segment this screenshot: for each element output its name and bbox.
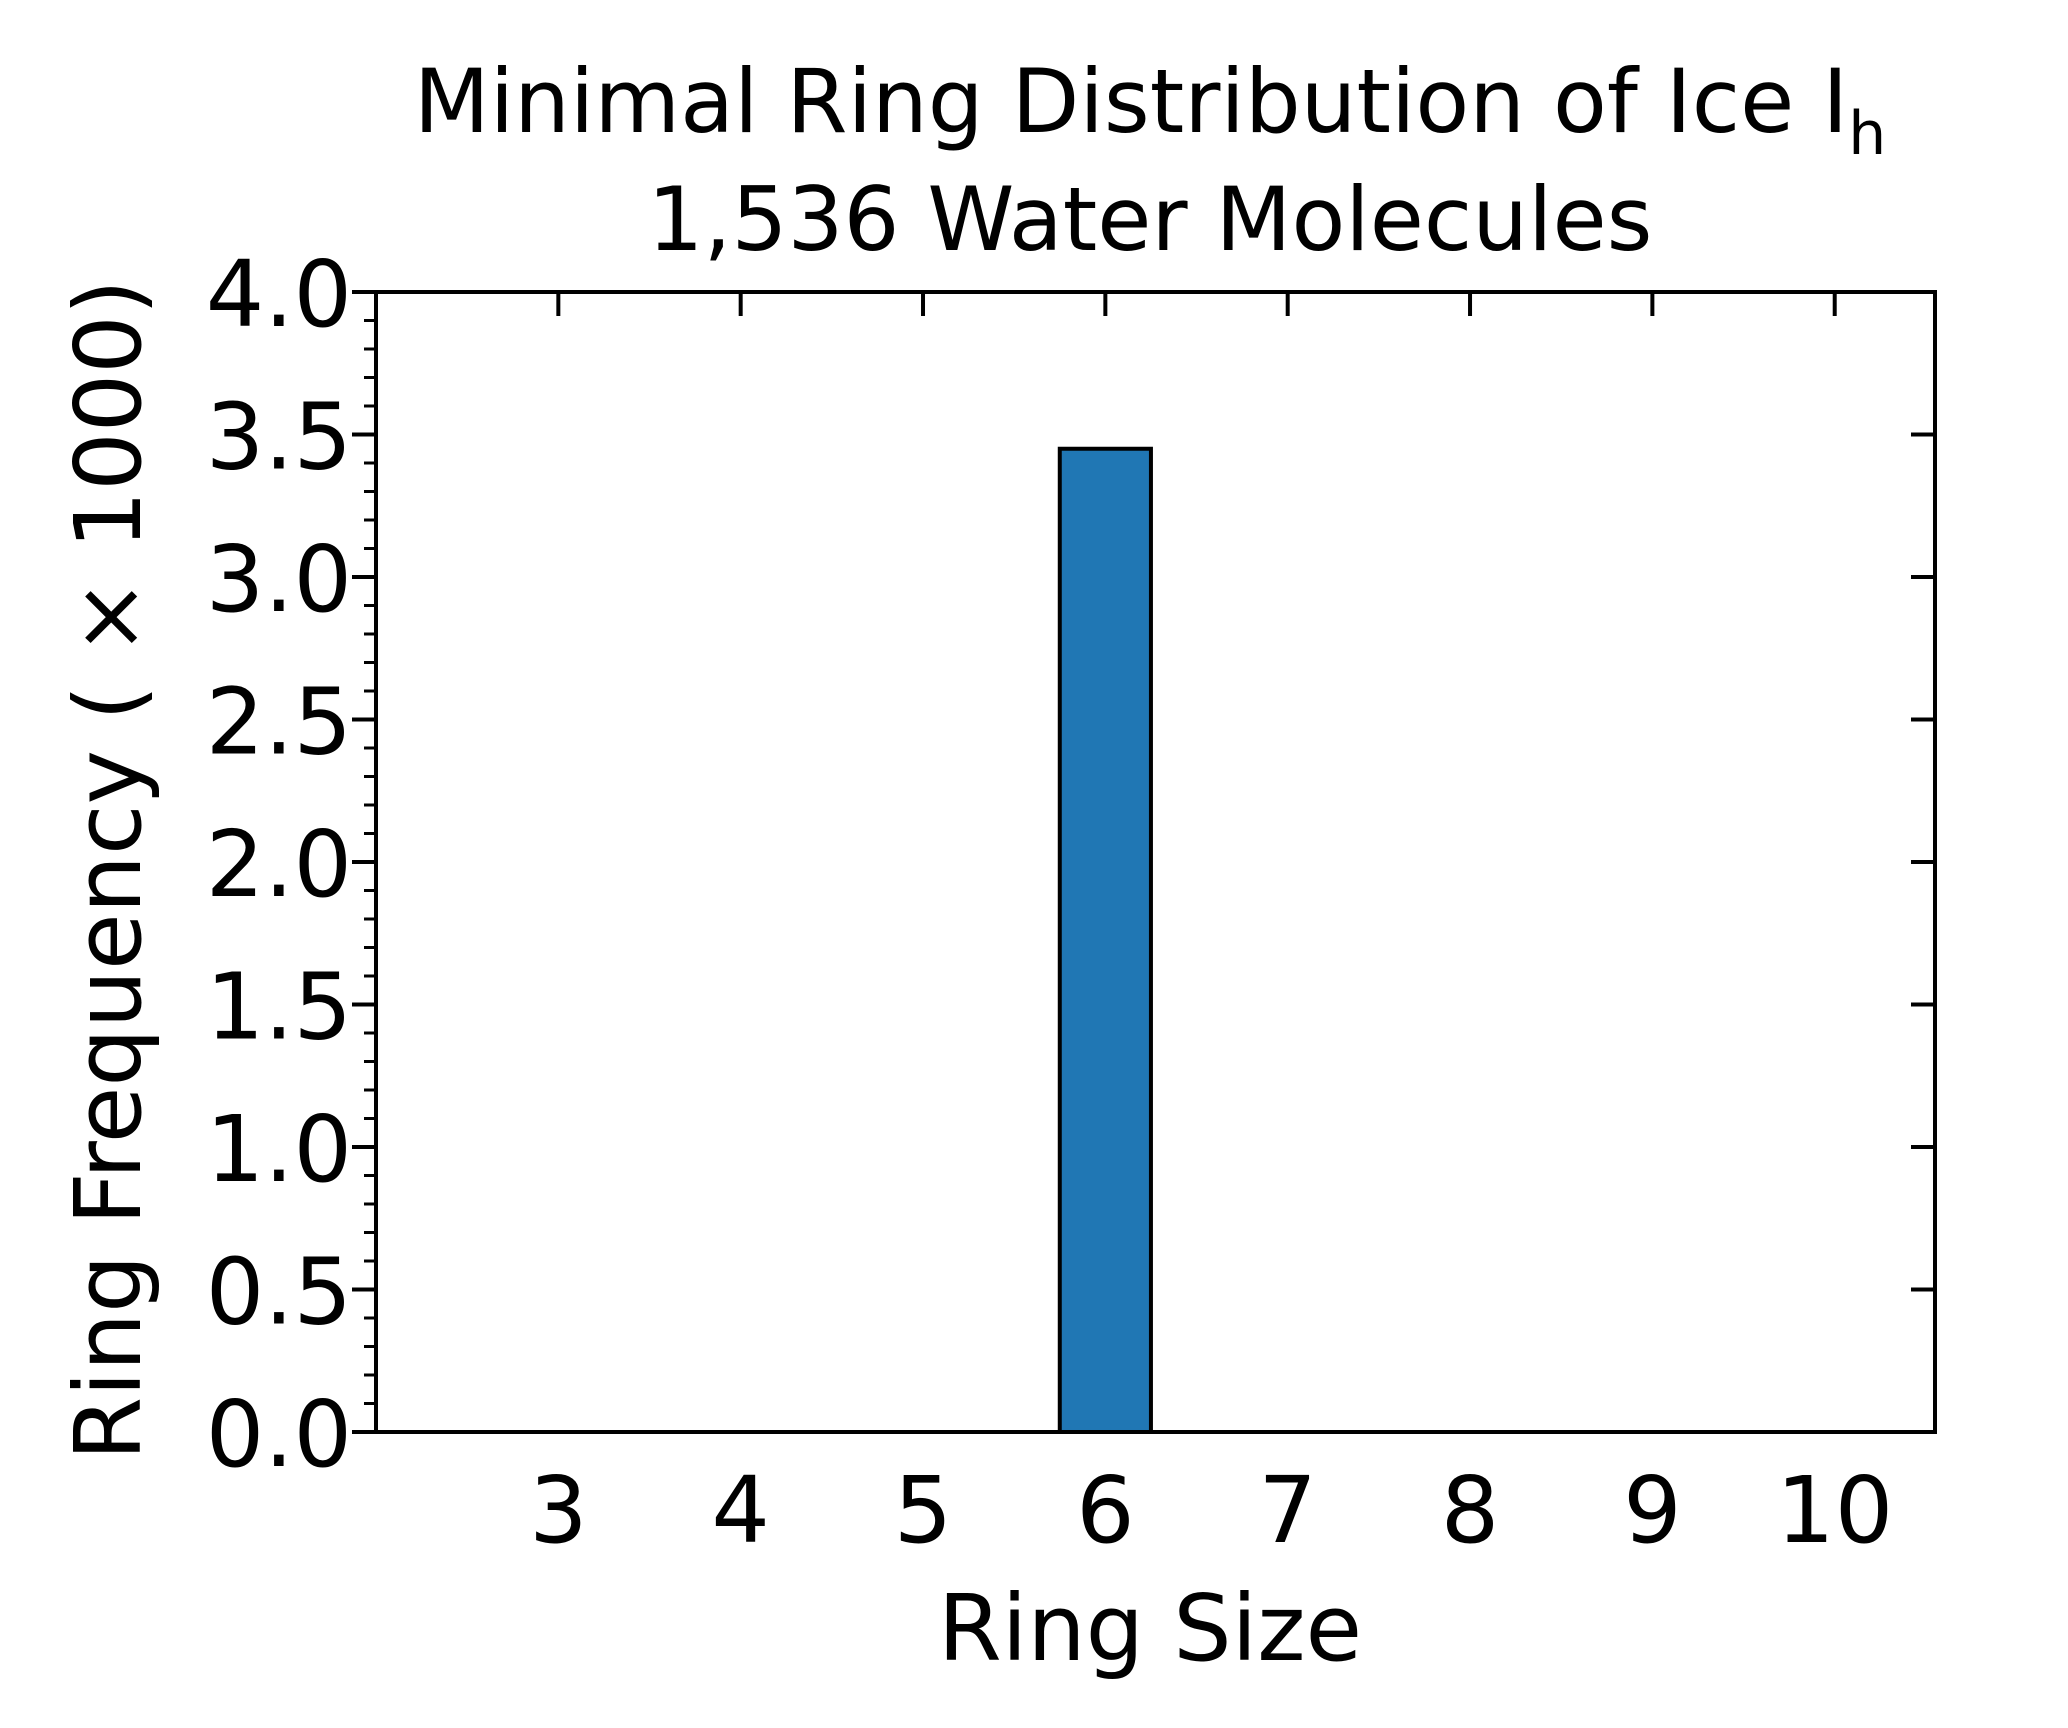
- y-tick-label: 3.0: [206, 526, 352, 633]
- x-tick-label: 5: [894, 1457, 953, 1564]
- chart-title-subscript: h: [1848, 99, 1886, 169]
- chart-title: Minimal Ring Distribution of Ice Ih: [414, 50, 1886, 169]
- x-tick-label: 9: [1623, 1457, 1682, 1564]
- chart-subtitle: 1,536 Water Molecules: [648, 168, 1653, 271]
- y-tick-label: 2.5: [206, 669, 352, 776]
- x-tick-label: 7: [1258, 1457, 1317, 1564]
- x-tick-label: 10: [1776, 1457, 1893, 1564]
- y-tick-label: 0.5: [206, 1239, 352, 1346]
- x-tick-label: 8: [1441, 1457, 1500, 1564]
- y-tick-label: 2.0: [206, 811, 352, 918]
- x-tick-label: 4: [711, 1457, 770, 1564]
- y-tick-label: 0.0: [206, 1381, 352, 1488]
- y-tick-label: 3.5: [206, 384, 352, 491]
- x-axis-label: Ring Size: [938, 1575, 1362, 1682]
- y-axis-label: Ring Frequency ( × 1000): [55, 279, 162, 1460]
- plot-area: 0.0 0.5 1.0 1.5 2.0 2.5 3.0 3.5 4.0 3 4 5 6 7 8 9 10: [206, 241, 1937, 1564]
- x-tick-label: 6: [1076, 1457, 1135, 1564]
- plot-frame: [374, 290, 1937, 1434]
- x-tick-label: 3: [529, 1457, 588, 1564]
- bar-6: [1057, 446, 1153, 1434]
- y-tick-label: 1.5: [206, 954, 352, 1061]
- y-tick-label: 4.0: [206, 241, 352, 348]
- chart-title-main: Minimal Ring Distribution of Ice I: [414, 50, 1848, 153]
- y-tick-label: 1.0: [206, 1096, 352, 1203]
